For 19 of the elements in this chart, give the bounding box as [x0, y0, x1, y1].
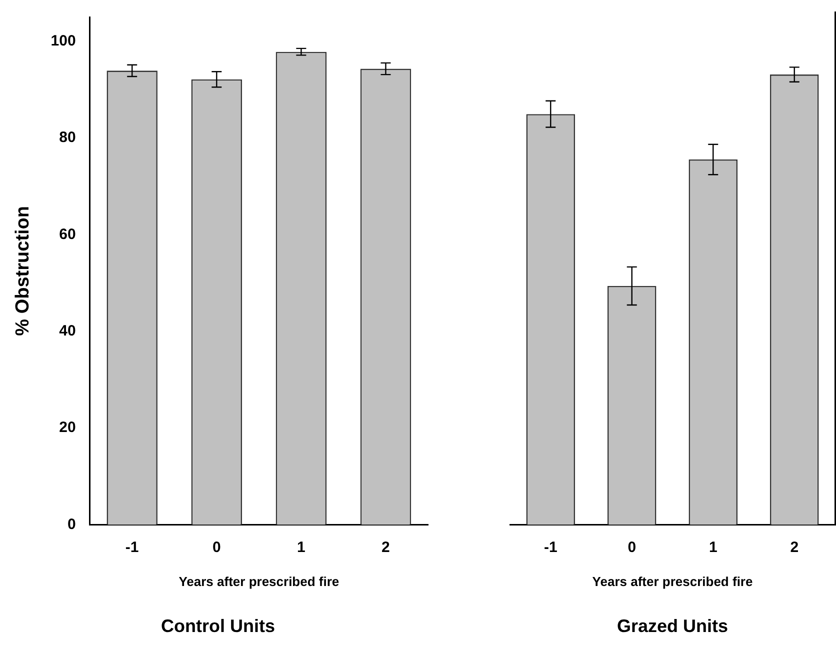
y-tick-label: 20: [59, 419, 76, 436]
y-tick-label: 0: [67, 516, 76, 533]
x-tick-label: 0: [628, 538, 636, 556]
x-tick-label: -1: [544, 538, 558, 556]
text: Grazed Units: [616, 616, 728, 636]
x-tick-label: 2: [790, 538, 799, 556]
x-tick-label: 2: [382, 538, 390, 556]
x-tick-label: 1: [708, 538, 718, 556]
x-tick-label: -1: [125, 538, 139, 556]
x-tick-label: 0: [212, 538, 221, 556]
y-tick-label: 80: [59, 129, 76, 146]
x-tick-label: 1: [297, 538, 306, 556]
y-axis-title: % Obstruction: [12, 206, 34, 336]
y-tick-label: 60: [59, 226, 76, 243]
text: Control Units: [161, 616, 275, 636]
x-axis-title: Years after prescribed fire: [592, 574, 753, 590]
x-axis-title: Years after prescribed fire: [178, 574, 340, 590]
y-tick-label: 100: [50, 32, 76, 50]
y-tick-label: 40: [59, 322, 76, 340]
